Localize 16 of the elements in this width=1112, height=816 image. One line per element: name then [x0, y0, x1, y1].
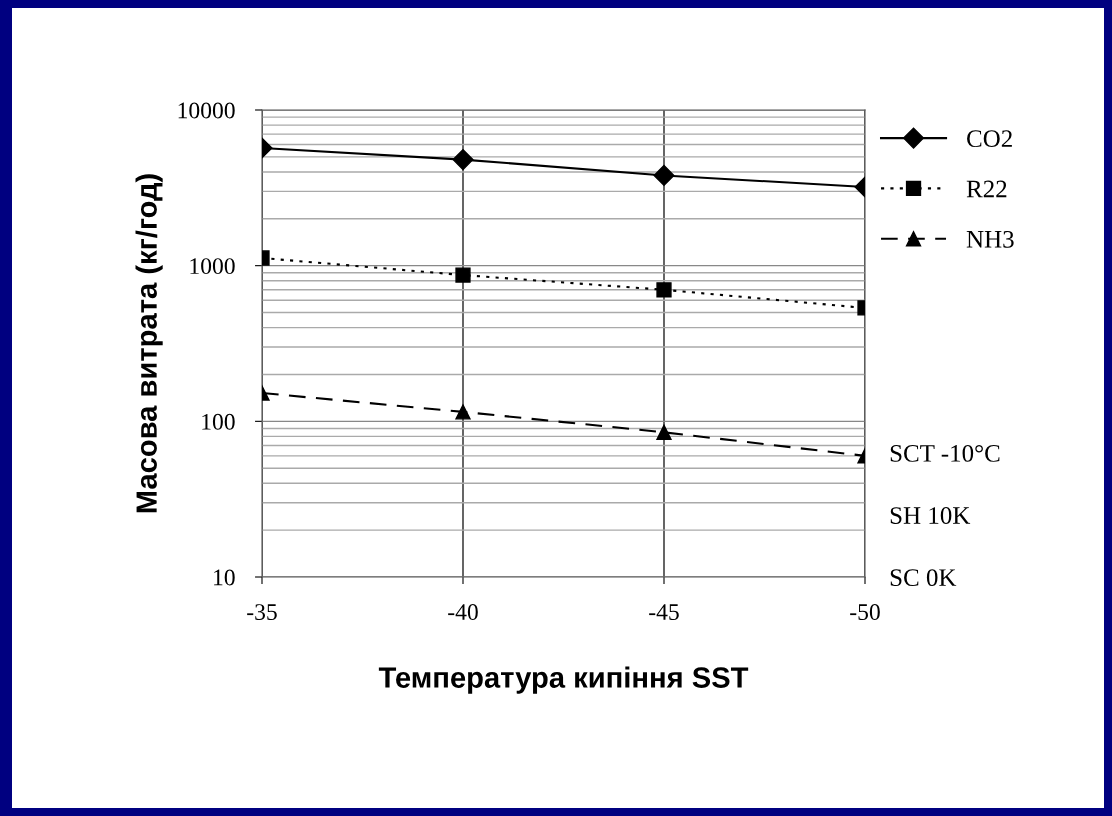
- text: SC 0K: [890, 569, 957, 587]
- x-tick-label: -40: [448, 604, 478, 621]
- y-tick-label: 10000: [178, 102, 235, 119]
- legend-label: NH3: [966, 230, 1014, 248]
- x-tick-label: -50: [850, 604, 880, 621]
- legend-label: CO2: [967, 130, 1012, 148]
- legend-label: R22: [966, 180, 1007, 198]
- y-tick-label: 100: [202, 413, 235, 430]
- x-tick-label: -35: [247, 604, 277, 621]
- text: SCT -10°C: [890, 444, 1000, 462]
- y-axis-title: Масова витрата (кг/год): [135, 174, 163, 513]
- y-tick-label: 10: [214, 569, 235, 586]
- x-tick-label: -45: [649, 604, 679, 621]
- y-tick-label: 1000: [190, 258, 235, 275]
- text: SH 10K: [890, 507, 971, 524]
- x-axis-title: Температура кипіння SST: [378, 666, 749, 694]
